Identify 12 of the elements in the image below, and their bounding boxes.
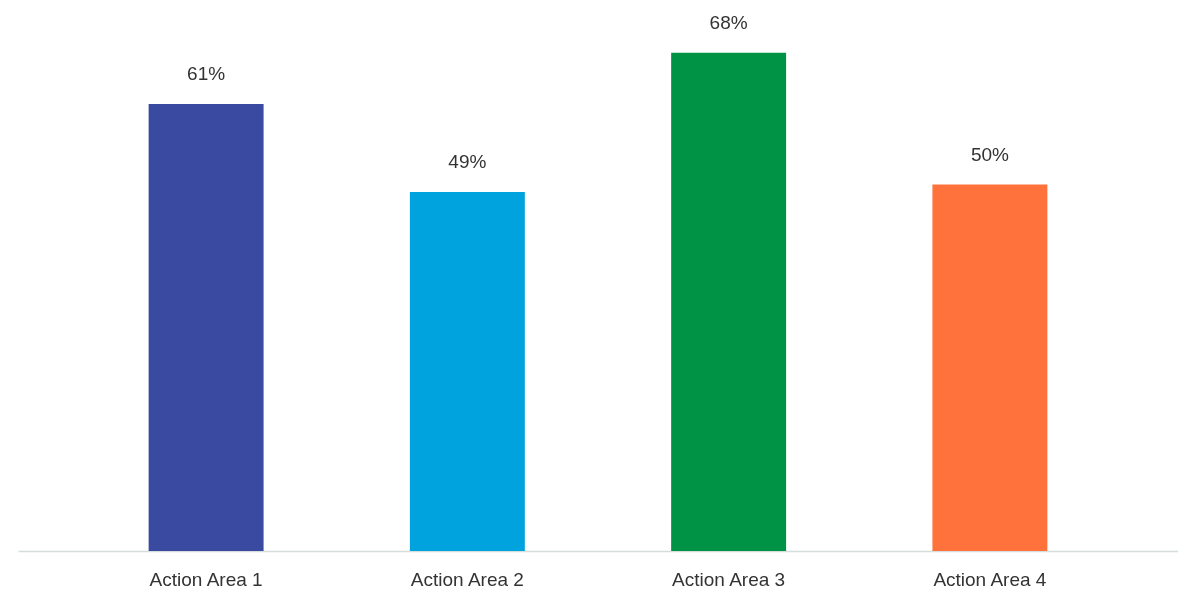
data-label: 68%: [709, 11, 748, 33]
x-tick-label: Action Area 3: [672, 568, 786, 590]
data-label: 61%: [187, 62, 226, 84]
x-tick-label: Action Area 4: [933, 568, 1047, 590]
bar: [409, 191, 525, 551]
data-label: 49%: [448, 150, 487, 172]
x-tick-label: Action Area 1: [149, 568, 263, 590]
x-tick-label: Action Area 2: [410, 568, 524, 590]
bar: [148, 103, 264, 551]
bar: [671, 52, 787, 551]
bar: [932, 184, 1048, 551]
data-label: 50%: [970, 143, 1010, 165]
